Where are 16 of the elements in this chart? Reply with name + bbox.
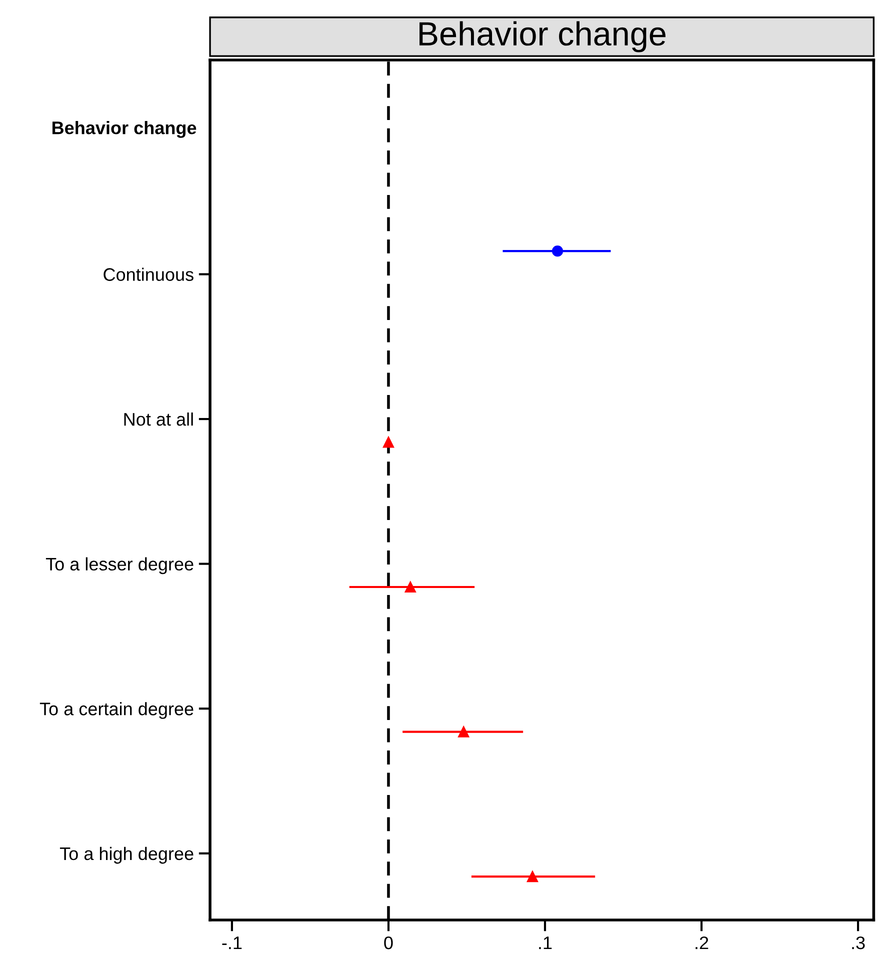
y-tick-label: To a lesser degree (46, 557, 194, 574)
y-tick-label: Continuous (104, 268, 194, 281)
point (382, 436, 394, 448)
point (404, 581, 416, 593)
point (458, 726, 470, 738)
x-tick-label: 0 (384, 936, 393, 950)
x-tick-label: -.1 (222, 936, 242, 950)
point (526, 871, 538, 882)
y-tick-label: To a high degree (60, 846, 194, 864)
x-tick-label: .3 (852, 936, 865, 950)
x-tick-label: .2 (696, 936, 708, 950)
x-tick-label: .1 (539, 936, 552, 950)
y-tick-label: Not at all (124, 412, 193, 426)
y-tick-label: To a certain degree (40, 702, 194, 719)
chart-title: Behavior change (420, 21, 666, 52)
text: Behavior change (52, 121, 196, 138)
